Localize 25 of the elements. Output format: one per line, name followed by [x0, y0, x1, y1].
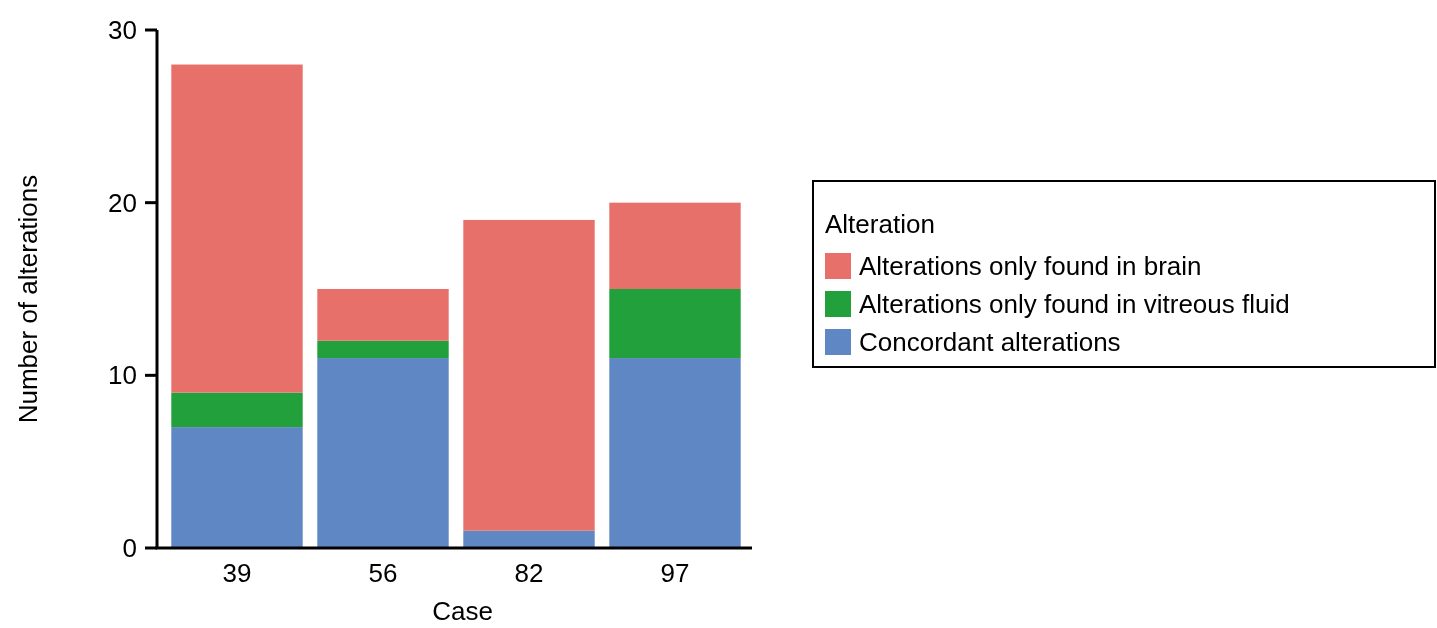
bar	[463, 219, 595, 531]
bar	[171, 64, 303, 393]
bar	[609, 202, 741, 289]
y-tick-label: 30	[108, 15, 137, 46]
bar	[609, 358, 741, 548]
y-axis-title: Number of alterations	[13, 174, 43, 424]
x-tick-label: 56	[368, 558, 398, 588]
legend-label: Alterations only found in brain	[859, 251, 1202, 282]
y-tick-label: 10	[108, 360, 137, 391]
bar	[171, 427, 303, 548]
y-tick-label: 0	[122, 533, 137, 564]
x-tick-label: 97	[660, 558, 690, 588]
bar	[317, 289, 449, 341]
bar	[171, 392, 303, 428]
y-tick-label: 20	[108, 187, 137, 218]
x-tick-label: 39	[222, 558, 252, 588]
x-tick-label: 82	[514, 558, 544, 588]
x-axis-title: Case	[432, 596, 493, 626]
legend-label: Alterations only found in vitreous fluid	[859, 289, 1290, 320]
bar	[317, 340, 449, 359]
legend-title: Alteration	[825, 209, 935, 239]
bar	[609, 289, 741, 359]
bar	[317, 358, 449, 548]
bar	[463, 530, 595, 548]
legend-label: Concordant alterations	[859, 327, 1121, 358]
